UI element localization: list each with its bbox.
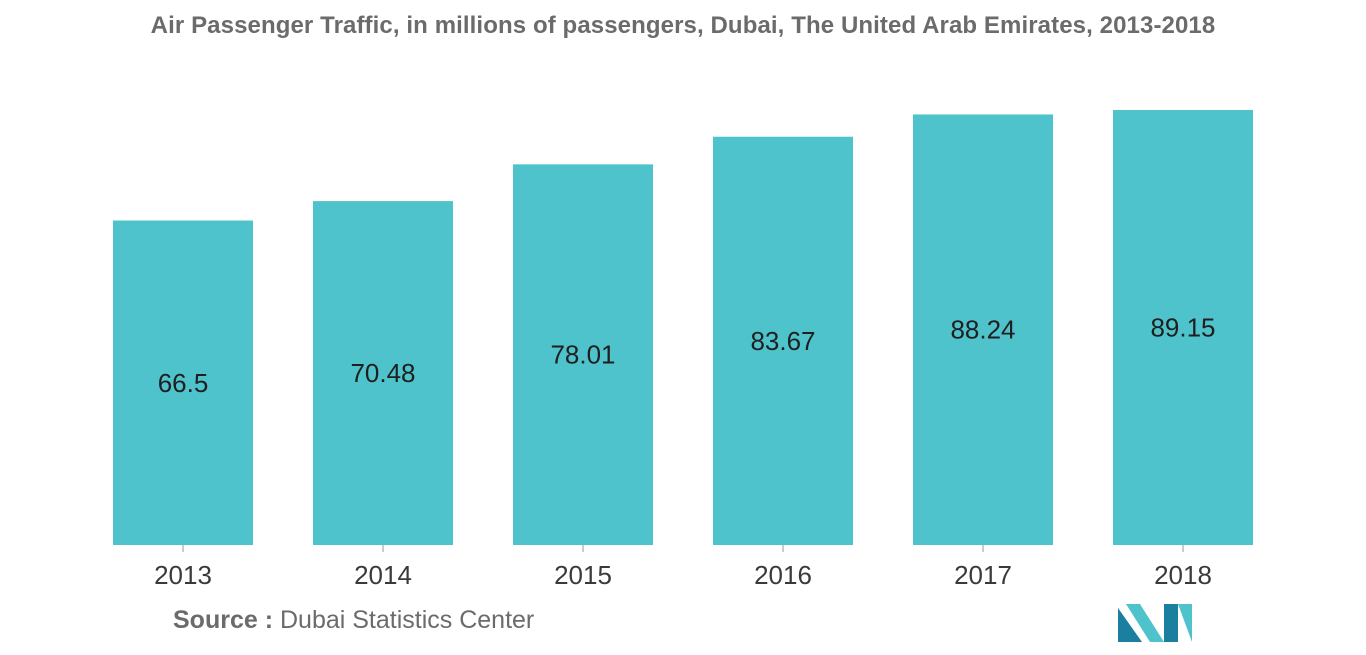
value-label-2014: 70.48 [350, 358, 415, 388]
bar-2015 [513, 164, 653, 546]
x-tick-label-2018: 2018 [1154, 560, 1212, 590]
bar-2016 [713, 136, 853, 545]
logo-left-stroke [1118, 608, 1142, 642]
x-tick-label-2015: 2015 [554, 560, 612, 590]
bar-2014 [313, 201, 453, 546]
bar-2018 [1113, 110, 1253, 545]
value-label-2018: 89.15 [1150, 313, 1215, 343]
tick-labels-layer: 2013 2014 2015 2016 2017 2018 [154, 560, 1212, 590]
chart-title: Air Passenger Traffic, in millions of pa… [150, 12, 1216, 39]
ticks-layer [182, 545, 1184, 552]
logo-middle-stroke [1126, 604, 1164, 642]
value-label-2017: 88.24 [950, 315, 1015, 345]
source-label: Source : [173, 606, 274, 634]
bar-2013 [113, 220, 253, 545]
x-tick-label-2016: 2016 [754, 560, 812, 590]
value-label-2016: 83.67 [750, 326, 815, 356]
x-tick-label-2014: 2014 [354, 560, 412, 590]
bar-2017 [913, 114, 1053, 545]
x-tick-label-2017: 2017 [954, 560, 1012, 590]
source-note: Source : Dubai Statistics Center [173, 606, 534, 635]
x-tick-label-2013: 2013 [154, 560, 212, 590]
value-label-2015: 78.01 [550, 340, 615, 370]
source-text: Dubai Statistics Center [279, 606, 535, 634]
value-label-2013: 66.5 [158, 368, 209, 398]
company-logo [1118, 604, 1192, 642]
logo-right-accent [1178, 604, 1192, 642]
bars-layer [113, 110, 1253, 546]
logo-right-stroke [1164, 604, 1178, 642]
value-labels-layer: 66.5 70.48 78.01 83.67 88.24 89.15 [158, 313, 1216, 398]
